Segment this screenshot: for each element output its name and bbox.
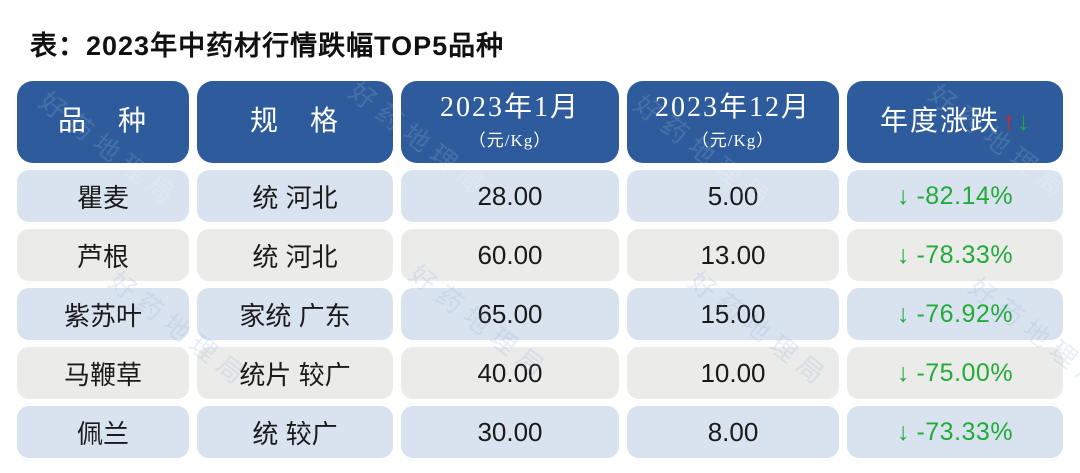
cell-jan-price: 65.00 <box>401 288 619 340</box>
cell-spec: 统 河北 <box>197 170 393 222</box>
cell-change: ↓ -75.00% <box>847 347 1063 399</box>
table-row: 马鞭草 统片 较广 40.00 10.00 ↓ -75.00% <box>17 347 1063 399</box>
cell-jan-price: 30.00 <box>401 406 619 458</box>
cell-variety: 马鞭草 <box>17 347 189 399</box>
header-spec-label: 规 格 <box>249 105 340 137</box>
change-value: -78.33% <box>916 240 1014 269</box>
header-dec-unit: （元/Kg） <box>691 131 775 151</box>
header-cell-jan: 2023年1月 （元/Kg） <box>401 81 619 163</box>
cell-dec-price: 13.00 <box>627 229 839 281</box>
change-value: -76.92% <box>916 299 1014 328</box>
header-variety-label: 品 种 <box>57 105 148 137</box>
cell-spec: 家统 广东 <box>197 288 393 340</box>
cell-spec: 统 较广 <box>197 406 393 458</box>
header-cell-change: 年度涨跌 ↑ ↓ <box>847 81 1063 163</box>
cell-jan-price: 60.00 <box>401 229 619 281</box>
down-arrow-icon: ↓ <box>896 240 910 269</box>
cell-change: ↓ -76.92% <box>847 288 1063 340</box>
table-row: 佩兰 统 较广 30.00 8.00 ↓ -73.33% <box>17 406 1063 458</box>
cell-spec: 统 河北 <box>197 229 393 281</box>
cell-variety: 佩兰 <box>17 406 189 458</box>
cell-dec-price: 15.00 <box>627 288 839 340</box>
down-arrow-icon: ↓ <box>896 181 910 210</box>
cell-variety: 瞿麦 <box>17 170 189 222</box>
cell-variety: 芦根 <box>17 229 189 281</box>
table-header-row: 品 种 规 格 2023年1月 （元/Kg） 2023年12月 （元/Kg） 年… <box>17 81 1063 163</box>
table-row: 紫苏叶 家统 广东 65.00 15.00 ↓ -76.92% <box>17 288 1063 340</box>
cell-spec: 统片 较广 <box>197 347 393 399</box>
table-row: 瞿麦 统 河北 28.00 5.00 ↓ -82.14% <box>17 170 1063 222</box>
cell-change: ↓ -78.33% <box>847 229 1063 281</box>
header-change-label: 年度涨跌 <box>879 105 1000 137</box>
header-jan-unit: （元/Kg） <box>468 131 552 151</box>
table-title: 表：2023年中药材行情跌幅TOP5品种 <box>30 31 505 61</box>
header-cell-spec: 规 格 <box>197 81 393 163</box>
change-value: -73.33% <box>916 417 1014 446</box>
header-cell-dec: 2023年12月 （元/Kg） <box>627 81 839 163</box>
down-arrow-icon: ↓ <box>896 417 910 446</box>
cell-dec-price: 5.00 <box>627 170 839 222</box>
cell-change: ↓ -82.14% <box>847 170 1063 222</box>
cell-dec-price: 10.00 <box>627 347 839 399</box>
change-value: -82.14% <box>916 181 1014 210</box>
header-cell-variety: 品 种 <box>17 81 189 163</box>
change-value: -75.00% <box>916 358 1014 387</box>
cell-jan-price: 40.00 <box>401 347 619 399</box>
down-arrow-icon: ↓ <box>896 358 910 387</box>
price-table: 品 种 规 格 2023年1月 （元/Kg） 2023年12月 （元/Kg） 年… <box>17 81 1063 458</box>
header-dec-label: 2023年12月 <box>654 91 811 123</box>
up-arrow-icon: ↑ <box>1002 106 1015 136</box>
down-arrow-icon: ↓ <box>1017 106 1030 136</box>
down-arrow-icon: ↓ <box>896 299 910 328</box>
cell-dec-price: 8.00 <box>627 406 839 458</box>
cell-jan-price: 28.00 <box>401 170 619 222</box>
cell-variety: 紫苏叶 <box>17 288 189 340</box>
cell-change: ↓ -73.33% <box>847 406 1063 458</box>
table-row: 芦根 统 河北 60.00 13.00 ↓ -78.33% <box>17 229 1063 281</box>
header-jan-label: 2023年1月 <box>439 91 580 123</box>
